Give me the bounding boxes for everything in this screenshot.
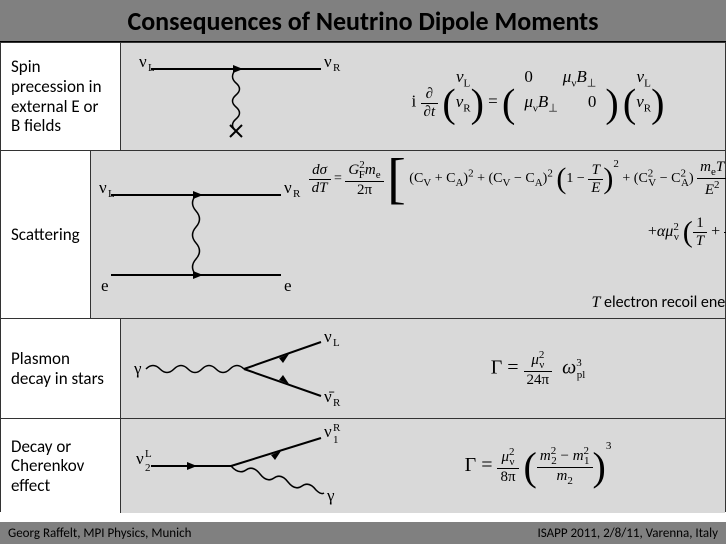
svg-text:e: e — [101, 276, 109, 295]
svg-text:R: R — [293, 188, 301, 200]
equation-scattering: dσdT = G2Fme2π [ (CV + CA)2 + (CV − CA)2… — [301, 151, 726, 318]
svg-text:L: L — [108, 188, 115, 200]
svg-text:L: L — [145, 448, 152, 460]
svg-text:γ: γ — [326, 486, 335, 505]
feynman-plasmon: γ νL ν̄R — [131, 324, 341, 414]
row-decay: Decay or Cherenkov effect νL2 νR1 γ Γ = … — [1, 419, 725, 513]
feynman-scattering: νL νR e e — [91, 165, 301, 305]
svg-text:2: 2 — [145, 462, 151, 474]
svg-text:ν: ν — [324, 423, 332, 441]
footer: Georg Raffelt, MPI Physics, Munich ISAPP… — [0, 522, 726, 544]
row-plasmon: Plasmon decay in stars γ νL ν̄R Γ = μ2ν2… — [1, 319, 725, 419]
svg-text:ν: ν — [136, 449, 144, 468]
svg-text:γ: γ — [133, 359, 142, 378]
equation-plasmon: Γ = μ2ν24π ω3pl — [351, 319, 725, 418]
svg-text:ν: ν — [324, 52, 332, 71]
svg-text:ν: ν — [284, 178, 292, 197]
row-scattering: Scattering νL νR e e dσdT = G2Fme2π [ (C… — [1, 151, 725, 319]
svg-text:R: R — [333, 62, 341, 74]
svg-text:1: 1 — [333, 434, 339, 446]
label-plasmon: Plasmon decay in stars — [1, 319, 121, 418]
svg-text:e: e — [284, 276, 292, 295]
svg-text:ν: ν — [139, 52, 147, 71]
page-title: Consequences of Neutrino Dipole Moments — [127, 5, 598, 37]
label-decay: Decay or Cherenkov effect — [1, 419, 121, 513]
title-bar: Consequences of Neutrino Dipole Moments — [0, 0, 726, 42]
row-spin-precession: Spin precession in external E or B field… — [1, 43, 725, 151]
svg-text:ν: ν — [324, 327, 332, 346]
label-scattering: Scattering — [1, 151, 91, 318]
diagram-plasmon: γ νL ν̄R — [121, 319, 351, 418]
equation-decay: Γ = μ2ν8π (m22 − m21m2)3 — [351, 419, 725, 513]
recoil-note: T electron recoil energy — [592, 293, 726, 312]
svg-text:ν: ν — [99, 178, 107, 197]
feynman-decay: νL2 νR1 γ — [131, 423, 341, 509]
diagram-decay: νL2 νR1 γ — [121, 419, 351, 513]
label-spin-precession: Spin precession in external E or B field… — [1, 43, 121, 150]
footer-right: ISAPP 2011, 2/8/11, Varenna, Italy — [537, 526, 718, 541]
diagram-scattering: νL νR e e — [91, 151, 301, 318]
diagram-spin-precession: νL νR — [121, 43, 351, 150]
svg-text:L: L — [148, 62, 155, 74]
equation-spin-precession: i ∂∂t (νLνR) = ( 0μνB⊥ μνB⊥0 ) (νLνR) — [351, 43, 725, 150]
svg-text:R: R — [333, 423, 341, 434]
svg-text:R: R — [333, 397, 341, 409]
svg-text:L: L — [333, 337, 340, 349]
content-table: Spin precession in external E or B field… — [0, 42, 726, 512]
footer-left: Georg Raffelt, MPI Physics, Munich — [8, 526, 191, 541]
feynman-spin-precession: νL νR — [131, 49, 341, 145]
